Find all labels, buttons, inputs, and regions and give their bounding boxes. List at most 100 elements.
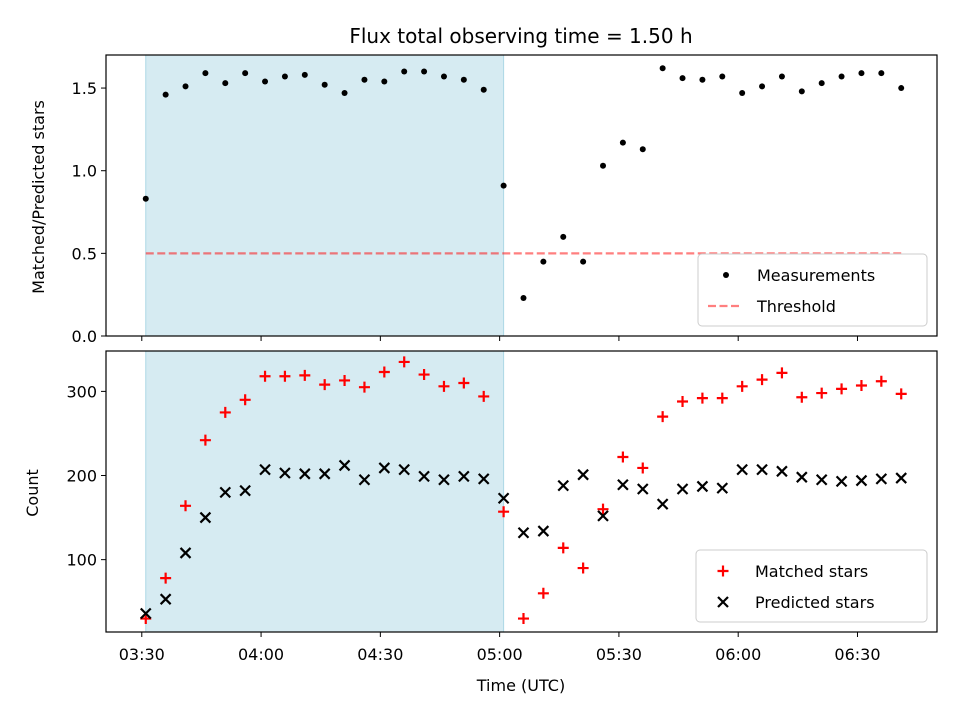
- predicted-star-point: [696, 480, 709, 493]
- measurement-point: [818, 80, 825, 87]
- predicted-star-point: [477, 473, 490, 485]
- legend-marker-matched: [717, 565, 729, 577]
- measurement-point: [222, 80, 229, 87]
- measurement-point: [639, 146, 646, 153]
- predicted-star-point: [617, 478, 629, 491]
- measurement-point: [520, 294, 527, 301]
- measurement-point: [838, 73, 845, 80]
- matched-star-point: [378, 366, 390, 378]
- legend-label: Predicted stars: [755, 593, 875, 612]
- x-tick-label: 06:30: [834, 645, 880, 664]
- measurement-point: [739, 90, 746, 97]
- matched-star-point: [895, 388, 907, 400]
- matched-star-point: [319, 379, 331, 391]
- matched-star-point: [517, 613, 529, 625]
- matched-star-point: [299, 369, 311, 381]
- top-legend: [697, 253, 928, 327]
- bottom-legend: [695, 549, 928, 623]
- measurement-point: [500, 182, 507, 189]
- matched-star-point: [816, 387, 828, 399]
- matched-star-point: [577, 562, 589, 574]
- predicted-star-point: [259, 463, 271, 476]
- legend-label: Measurements: [757, 266, 875, 285]
- bottom-panel: Count Time (UTC) 100 200 300 03:30 04:00 04:3…: [23, 350, 938, 695]
- matched-star-point: [180, 500, 192, 512]
- matched-star-point: [855, 379, 867, 391]
- measurement-point: [301, 71, 308, 78]
- predicted-star-point: [736, 463, 748, 476]
- matched-star-point: [219, 406, 231, 418]
- predicted-star-point: [219, 486, 232, 499]
- chart-title: Flux total observing time = 1.50 h: [349, 24, 692, 48]
- measurement-point: [699, 76, 706, 83]
- measurement-point: [182, 83, 189, 90]
- matched-star-point: [339, 374, 351, 386]
- predicted-star-point: [796, 471, 808, 483]
- measurement-point: [321, 81, 328, 88]
- predicted-star-point: [199, 511, 212, 524]
- legend-marker-measurements: [723, 272, 729, 278]
- measurement-point: [600, 162, 607, 169]
- bottom-y-tick-label: 300: [66, 382, 97, 401]
- predicted-star-point: [895, 472, 907, 484]
- matched-star-point: [756, 374, 768, 386]
- top-y-tick-label: 1.0: [72, 162, 97, 181]
- predicted-star-point: [776, 465, 788, 478]
- predicted-star-point: [418, 470, 430, 483]
- measurement-point: [679, 75, 686, 82]
- measurement-point: [540, 258, 547, 265]
- x-tick-label: 03:30: [119, 645, 165, 664]
- matched-star-point: [358, 381, 370, 393]
- measurement-point: [162, 91, 169, 98]
- top-y-tick-label: 0.0: [72, 327, 97, 346]
- matched-star-point: [199, 434, 211, 446]
- predicted-star-point: [676, 483, 689, 495]
- matched-star-point: [537, 587, 549, 599]
- matched-star-point: [398, 356, 410, 368]
- predicted-star-point: [835, 475, 848, 488]
- measurement-point: [202, 70, 209, 77]
- measurement-point: [142, 195, 149, 202]
- measurement-point: [878, 70, 885, 77]
- legend-label: Threshold: [756, 297, 836, 316]
- predicted-star-point: [815, 473, 828, 486]
- x-tick-label: 05:00: [477, 645, 523, 664]
- predicted-star-point: [875, 473, 888, 485]
- matched-star-point: [875, 375, 887, 387]
- predicted-star-point: [358, 473, 371, 486]
- bottom-y-axis-label: Count: [23, 469, 42, 517]
- predicted-star-point: [398, 463, 410, 476]
- measurement-point: [778, 73, 785, 80]
- bottom-y-tick-label: 200: [66, 467, 97, 486]
- predicted-star-point: [597, 510, 609, 522]
- matched-star-point: [279, 370, 291, 382]
- legend-marker-predicted: [717, 596, 729, 608]
- measurement-point: [361, 76, 368, 83]
- x-axis-label: Time (UTC): [476, 676, 565, 695]
- matched-star-point: [438, 380, 450, 392]
- matched-star-point: [657, 411, 669, 423]
- measurement-point: [898, 85, 905, 92]
- predicted-star-point: [458, 470, 470, 483]
- matched-star-point: [239, 394, 251, 406]
- measurement-point: [719, 73, 726, 80]
- bottom-plot-frame: [105, 350, 938, 633]
- predicted-star-point: [159, 593, 172, 605]
- measurement-point: [858, 70, 865, 77]
- matched-star-point: [259, 370, 271, 382]
- matched-star-point: [776, 367, 788, 379]
- measurement-point: [619, 139, 626, 146]
- predicted-star-point: [338, 459, 351, 472]
- measurement-point: [659, 65, 666, 72]
- predicted-star-point: [438, 473, 450, 486]
- legend-label: Matched stars: [755, 562, 868, 581]
- bottom-shaded-interval: [145, 351, 504, 632]
- measurement-point: [401, 68, 408, 75]
- matched-star-point: [677, 395, 689, 407]
- measurement-point: [341, 90, 348, 97]
- measurement-point: [560, 233, 567, 240]
- matched-star-point: [796, 391, 808, 403]
- x-tick-label: 06:00: [715, 645, 761, 664]
- measurement-point: [580, 258, 587, 265]
